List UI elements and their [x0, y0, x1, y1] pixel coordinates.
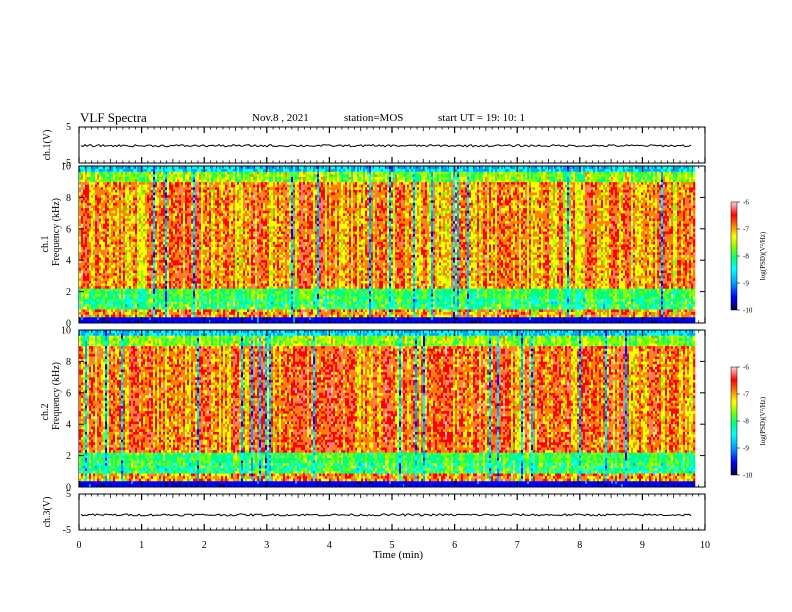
colorbar-tick-label: -7	[743, 226, 749, 234]
x-tick-label: 10	[700, 540, 710, 551]
colorbar-tick-label: -8	[743, 418, 749, 426]
y-tick-label: 8	[66, 357, 71, 368]
ch1-colorbar: -6 -7 -8 -9 -10 log(PSD)(V²/Hz)	[730, 199, 767, 315]
ch2-spec-ylabel: Frequency (kHz)	[51, 362, 62, 430]
y-tick-label: 0	[66, 483, 71, 494]
y-tick-label: 5	[66, 122, 71, 133]
ch2-colorbar-label: log(PSD)(V²/Hz)	[759, 396, 767, 445]
x-tick-label: 3	[264, 540, 269, 551]
y-tick-label: 6	[66, 388, 71, 399]
y-tick-label: 5	[66, 489, 71, 500]
x-tick-label: 0	[77, 540, 82, 551]
y-tick-label: 0	[66, 319, 71, 330]
y-tick-label: -5	[63, 158, 71, 169]
ch1-colorbar-gradient	[730, 201, 738, 311]
ch2-colorbar: -6 -7 -8 -9 -10 log(PSD)(V²/Hz)	[730, 364, 767, 480]
y-tick-label: 4	[66, 256, 71, 267]
colorbar-tick-label: -6	[743, 364, 749, 372]
ch1-colorbar-label: log(PSD)(V²/Hz)	[759, 231, 767, 280]
colorbar-tick-label: -7	[743, 391, 749, 399]
y-tick-label: 8	[66, 193, 71, 204]
ch2-spec-channel-label: ch.2	[40, 404, 51, 421]
colorbar-tick-label: -9	[743, 280, 749, 288]
x-tick-label: 7	[515, 540, 520, 551]
y-tick-label: 10	[61, 326, 71, 337]
x-tick-label: 9	[640, 540, 645, 551]
y-tick-label: 2	[66, 287, 71, 298]
ch2-colorbar-gradient	[730, 366, 738, 476]
ch3-ylabel: ch.3(V)	[42, 497, 53, 528]
colorbar-tick-label: -10	[743, 472, 753, 480]
x-tick-label: 2	[202, 540, 207, 551]
y-tick-label: 2	[66, 451, 71, 462]
colorbar-tick-label: -10	[743, 307, 753, 315]
ch1-ylabel: ch.1(V)	[42, 130, 53, 161]
start-time-label: start UT = 19: 10: 1	[438, 112, 525, 124]
x-tick-label: 8	[577, 540, 582, 551]
colorbar-tick-label: -9	[743, 445, 749, 453]
x-tick-label: 4	[327, 540, 332, 551]
ch1-spec-channel-label: ch.1	[40, 236, 51, 253]
date-label: Nov.8 , 2021	[252, 112, 309, 124]
station-label: station=MOS	[344, 112, 403, 124]
colorbar-tick-label: -8	[743, 253, 749, 261]
ch2-spectrogram-heatmap	[79, 330, 696, 487]
y-tick-label: 10	[61, 162, 71, 173]
x-tick-label: 5	[390, 540, 395, 551]
chart-title: VLF Spectra	[80, 110, 147, 126]
ch1-spec-ylabel: Frequency (kHz)	[51, 198, 62, 266]
x-tick-label: 6	[452, 540, 457, 551]
ch1-spectrogram-heatmap	[79, 166, 696, 323]
ch3-waveform-trace	[80, 513, 692, 517]
y-tick-label: 4	[66, 420, 71, 431]
x-tick-label: 1	[139, 540, 144, 551]
y-tick-label: -5	[63, 525, 71, 536]
colorbar-tick-label: -6	[743, 199, 749, 207]
y-tick-label: 6	[66, 224, 71, 235]
x-axis-title: Time (min)	[373, 549, 423, 561]
ch1-waveform-trace	[80, 143, 692, 148]
axis-ticks: 0 1 2 3 4 5 6 7 8 9 10	[77, 127, 710, 551]
